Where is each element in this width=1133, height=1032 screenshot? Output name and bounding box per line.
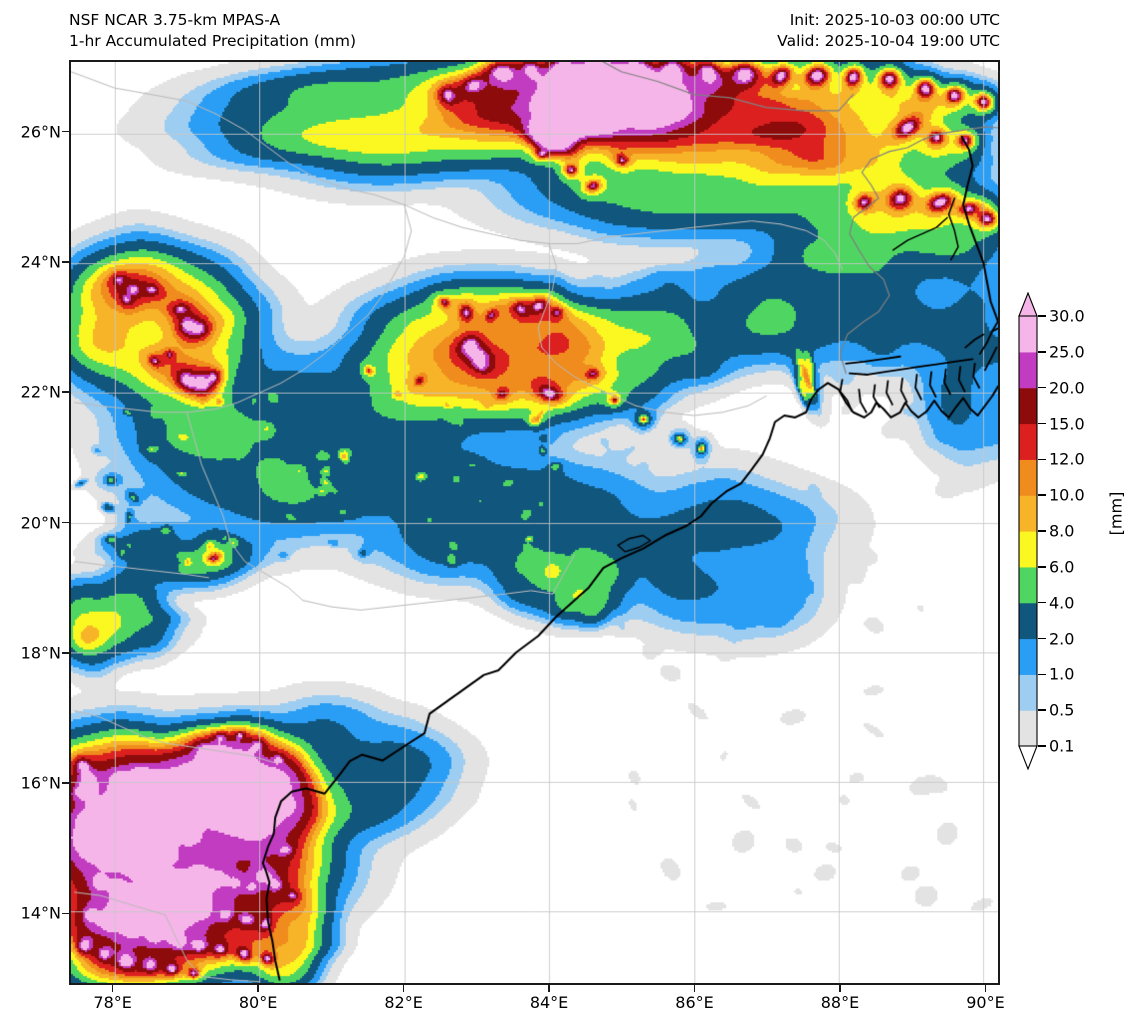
ytick-mark xyxy=(62,782,69,784)
ytick-mark xyxy=(62,391,69,393)
colorbar-tick-label: 20.0 xyxy=(1049,378,1085,398)
xtick-label: 84°E xyxy=(529,993,569,1012)
colorbar[interactable] xyxy=(1017,292,1039,770)
xtick-label: 88°E xyxy=(820,993,860,1012)
ytick-mark xyxy=(62,912,69,915)
colorbar-tick-mark xyxy=(1038,494,1046,496)
colorbar-tick-mark xyxy=(1038,745,1046,747)
colorbar-tick-mark xyxy=(1038,566,1046,568)
valid-time: Valid: 2025-10-04 19:00 UTC xyxy=(777,32,1000,50)
ytick-label: 20°N xyxy=(20,513,61,532)
ytick-label: 24°N xyxy=(20,252,61,272)
precipitation-field-canvas xyxy=(71,62,998,983)
precipitation-map-plot[interactable] xyxy=(69,60,1000,985)
xtick-mark xyxy=(839,985,841,992)
model-header: NSF NCAR 3.75-km MPAS-A 1-hr Accumulated … xyxy=(69,10,356,52)
ytick-label: 14°N xyxy=(20,903,61,923)
colorbar-tick-label: 10.0 xyxy=(1049,485,1085,505)
ytick-label: 22°N xyxy=(20,382,61,402)
colorbar-tick-mark xyxy=(1038,315,1046,317)
xtick-label: 78°E xyxy=(93,993,132,1012)
colorbar-tick-label: 2.0 xyxy=(1049,629,1075,648)
colorbar-tick-label: 25.0 xyxy=(1049,342,1085,362)
colorbar-tick-mark xyxy=(1038,709,1046,711)
xtick-mark xyxy=(402,985,405,992)
colorbar-tick-mark xyxy=(1038,530,1046,532)
colorbar-tick-mark xyxy=(1038,673,1046,676)
colorbar-unit-label: [mm] xyxy=(1106,491,1126,536)
colorbar-gradient xyxy=(1018,292,1038,770)
colorbar-tick-label: 6.0 xyxy=(1049,557,1075,577)
xtick-label: 86°E xyxy=(675,993,714,1012)
ytick-label: 26°N xyxy=(20,122,61,142)
ytick-mark xyxy=(62,521,69,524)
colorbar-tick-label: 0.5 xyxy=(1049,700,1075,720)
xtick-mark xyxy=(257,985,259,992)
ytick-label: 18°N xyxy=(20,643,61,663)
colorbar-tick-mark xyxy=(1038,386,1046,389)
ytick-mark xyxy=(62,130,69,133)
colorbar-tick-mark xyxy=(1038,637,1046,640)
colorbar-tick-label: 4.0 xyxy=(1049,593,1075,613)
xtick-mark xyxy=(693,985,696,992)
model-name: NSF NCAR 3.75-km MPAS-A xyxy=(69,11,281,29)
colorbar-tick-label: 30.0 xyxy=(1049,306,1085,326)
colorbar-tick-label: 1.0 xyxy=(1049,664,1075,684)
colorbar-tick-label: 15.0 xyxy=(1049,414,1085,433)
colorbar-tick-mark xyxy=(1038,351,1046,353)
colorbar-tick-mark xyxy=(1038,601,1046,604)
product-name: 1-hr Accumulated Precipitation (mm) xyxy=(69,32,356,50)
xtick-mark xyxy=(984,985,987,992)
colorbar-tick-mark xyxy=(1038,458,1046,461)
colorbar-tick-label: 12.0 xyxy=(1049,449,1085,469)
xtick-mark xyxy=(548,985,550,992)
colorbar-tick-label: 8.0 xyxy=(1049,521,1075,541)
ytick-mark xyxy=(62,651,69,654)
xtick-label: 80°E xyxy=(238,993,278,1012)
forecast-time-header: Init: 2025-10-03 00:00 UTC Valid: 2025-10… xyxy=(777,10,1000,52)
ytick-mark xyxy=(62,261,69,263)
xtick-label: 82°E xyxy=(384,993,423,1012)
xtick-label: 90°E xyxy=(966,993,1005,1012)
xtick-mark xyxy=(111,985,114,992)
init-time: Init: 2025-10-03 00:00 UTC xyxy=(789,11,1000,29)
colorbar-tick-label: 0.1 xyxy=(1049,736,1075,756)
ytick-label: 16°N xyxy=(20,773,61,793)
colorbar-tick-mark xyxy=(1038,422,1046,425)
